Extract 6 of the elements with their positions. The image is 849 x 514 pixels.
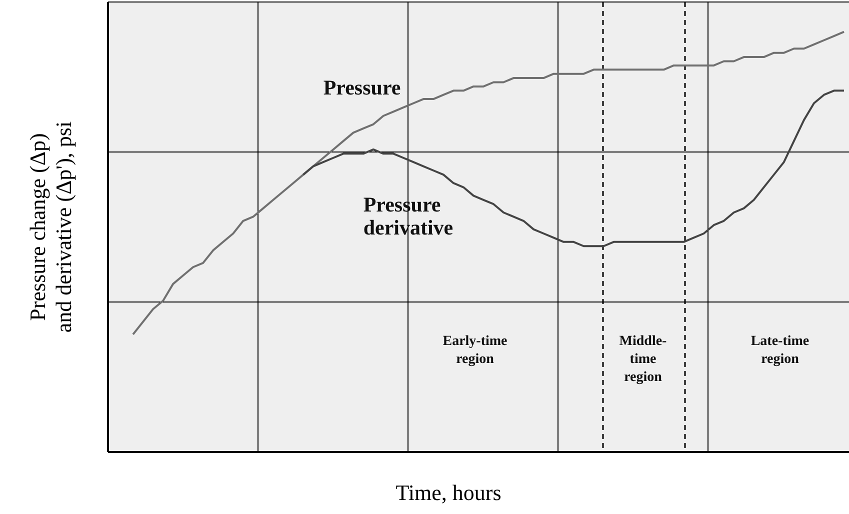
- annotation: Late-time region: [750, 334, 810, 367]
- y-axis-title: Pressure change (Δp) and derivative (Δp'), psi: [25, 121, 76, 333]
- annotation: Early-time region: [442, 334, 508, 367]
- x-axis-title: Time, hours: [396, 480, 502, 505]
- annotation: Middle- time region: [619, 334, 668, 385]
- series-label: Pressure: [323, 76, 401, 100]
